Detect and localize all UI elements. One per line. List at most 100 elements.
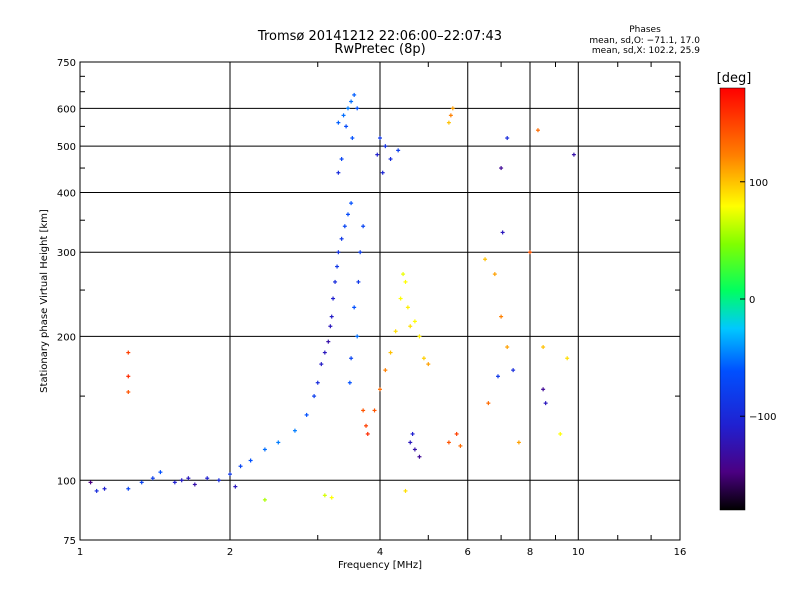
data-point-o xyxy=(186,476,191,481)
data-point-o xyxy=(326,339,331,344)
data-point-o xyxy=(94,488,99,493)
data-point-x xyxy=(421,356,426,361)
data-point-o xyxy=(262,447,267,452)
data-point-x xyxy=(403,279,408,284)
data-point-x xyxy=(262,497,267,502)
data-point-o xyxy=(355,334,360,339)
colorbar-tick-label: 0 xyxy=(749,295,755,306)
data-point-o xyxy=(319,362,324,367)
data-point-x xyxy=(322,493,327,498)
data-point-x xyxy=(365,431,370,436)
data-point-o xyxy=(495,374,500,379)
colorbar-tick-label: 100 xyxy=(749,178,768,189)
data-point-o xyxy=(396,148,401,153)
data-point-o xyxy=(417,454,422,459)
x-tick-label: 2 xyxy=(227,547,233,558)
data-point-o xyxy=(361,224,366,229)
data-point-o xyxy=(349,201,354,206)
data-point-o xyxy=(500,230,505,235)
data-point-o xyxy=(248,458,253,463)
data-point-x xyxy=(378,387,382,392)
data-point-o xyxy=(292,428,297,433)
data-points xyxy=(88,92,576,502)
data-point-x xyxy=(565,356,570,361)
data-point-o xyxy=(356,279,361,284)
data-point-x xyxy=(126,374,131,379)
data-point-x xyxy=(398,296,403,301)
data-point-o xyxy=(344,124,349,129)
data-point-x xyxy=(388,350,393,355)
colorbar-label: [deg] xyxy=(717,71,752,86)
phases-x-stats: mean, sd,X: 102.2, 25.9 xyxy=(592,46,700,56)
data-point-o xyxy=(88,480,93,485)
data-point-x xyxy=(329,495,334,500)
data-point-o xyxy=(383,144,388,149)
colorbar-ticks: 100 0 −100 xyxy=(740,178,776,423)
data-point-x xyxy=(505,345,510,350)
data-point-x xyxy=(426,362,431,367)
y-tick-label: 750 xyxy=(57,58,76,69)
y-tick-label: 300 xyxy=(57,248,76,259)
data-point-o xyxy=(410,431,415,436)
y-tick-label: 75 xyxy=(63,536,76,547)
data-point-x xyxy=(446,120,451,125)
data-point-o xyxy=(335,264,340,269)
data-point-x xyxy=(450,106,455,111)
data-point-o xyxy=(378,136,382,141)
data-point-x xyxy=(417,334,422,339)
data-point-o xyxy=(347,380,352,385)
data-point-o xyxy=(511,368,516,373)
x-tick-label: 6 xyxy=(465,547,471,558)
data-point-o xyxy=(358,250,363,255)
y-axis-label: Stationary phase Virtual Height [km] xyxy=(39,209,50,393)
data-point-o xyxy=(336,170,341,175)
x-tick-label: 10 xyxy=(572,547,585,558)
chart-subtitle: RwPretec (8p) xyxy=(334,42,425,57)
data-point-x xyxy=(541,345,546,350)
data-point-o xyxy=(345,212,350,217)
data-point-o xyxy=(172,480,177,485)
data-point-x xyxy=(405,305,410,310)
data-point-x xyxy=(361,408,366,413)
data-point-o xyxy=(336,120,341,125)
data-point-o xyxy=(179,478,184,483)
data-point-x xyxy=(408,324,413,329)
data-point-o xyxy=(158,470,163,475)
data-point-o xyxy=(328,324,333,329)
data-point-x xyxy=(486,401,491,406)
data-point-o xyxy=(350,136,355,141)
data-point-o xyxy=(322,350,327,355)
data-point-x xyxy=(499,314,504,319)
data-point-x xyxy=(535,128,540,133)
data-point-o xyxy=(304,412,309,417)
data-point-o xyxy=(126,486,131,491)
data-point-x xyxy=(126,389,131,394)
data-point-x xyxy=(448,113,453,118)
data-point-x xyxy=(446,440,451,445)
data-point-o xyxy=(333,279,338,284)
phases-o-stats: mean, sd,O: −71.1, 17.0 xyxy=(589,36,700,46)
data-point-o xyxy=(412,447,417,452)
data-point-o xyxy=(102,486,107,491)
data-point-o xyxy=(408,440,413,445)
data-point-o xyxy=(505,136,510,141)
x-axis-label: Frequency [MHz] xyxy=(338,560,422,571)
data-point-x xyxy=(372,408,377,413)
data-point-o xyxy=(339,236,344,241)
data-point-x xyxy=(412,319,417,324)
data-point-x xyxy=(403,488,408,493)
data-point-x xyxy=(393,329,398,334)
data-point-o xyxy=(192,482,197,487)
chart-title: Tromsø 20141212 22:06:00–22:07:43 xyxy=(257,29,502,44)
data-point-o xyxy=(388,157,393,162)
minor-ticks xyxy=(80,62,680,540)
data-point-x xyxy=(516,440,521,445)
data-point-o xyxy=(352,305,357,310)
data-point-x xyxy=(454,431,459,436)
data-point-x xyxy=(528,250,532,255)
y-tick-label: 500 xyxy=(57,142,76,153)
x-tick-label: 1 xyxy=(77,547,83,558)
data-point-o xyxy=(336,250,341,255)
data-point-o xyxy=(499,166,504,171)
